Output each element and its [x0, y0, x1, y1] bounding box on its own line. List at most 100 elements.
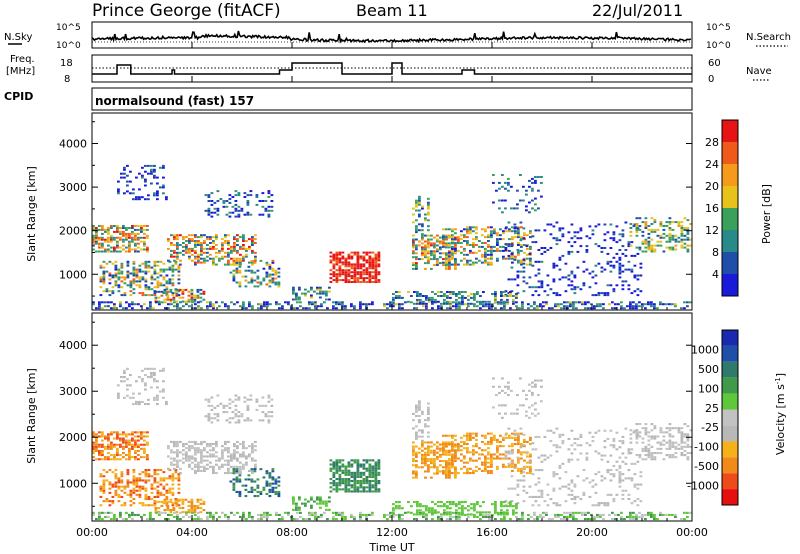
power-cell [418, 223, 421, 226]
power-cell [454, 258, 457, 261]
power-cell [362, 263, 366, 266]
power-cell [445, 236, 448, 239]
power-cell [464, 303, 467, 306]
power-cell [335, 277, 339, 280]
power-cell [98, 238, 101, 241]
power-cell [517, 253, 520, 256]
power-cell [95, 242, 98, 245]
velocity-cell [117, 500, 121, 503]
velocity-cell [157, 507, 161, 510]
power-cell [194, 251, 197, 254]
power-cell [332, 271, 336, 274]
velocity-cell [546, 504, 550, 507]
velocity-cell [449, 518, 452, 521]
power-cell [99, 266, 103, 269]
velocity-cell [194, 449, 197, 452]
velocity-cell [132, 491, 136, 494]
velocity-cell [329, 490, 333, 493]
velocity-cell [368, 469, 372, 472]
velocity-cell [138, 392, 141, 395]
power-cell [632, 301, 635, 304]
velocity-cell [427, 445, 430, 448]
velocity-cell [531, 404, 534, 407]
power-cell [520, 238, 523, 241]
power-cell [105, 270, 109, 273]
power-cell [170, 242, 173, 244]
velocity-cell [487, 461, 490, 464]
velocity-cell [274, 490, 278, 493]
velocity-cell [174, 500, 178, 503]
velocity-cell [92, 513, 95, 516]
velocity-cell [522, 389, 525, 392]
velocity-cell [527, 518, 530, 521]
power-cell [344, 279, 348, 282]
power-cell [570, 250, 574, 253]
velocity-cell [476, 515, 479, 518]
velocity-cell [436, 470, 439, 473]
velocity-cell [503, 515, 506, 518]
power-cell [199, 288, 203, 291]
power-cell [262, 277, 266, 280]
velocity-cell [144, 493, 148, 496]
power-cell [546, 249, 550, 251]
velocity-cell [116, 433, 119, 436]
power-cell [165, 268, 169, 271]
power-cell [266, 301, 269, 304]
velocity-cell [258, 419, 262, 422]
power-cell [506, 301, 509, 304]
velocity-cell [644, 431, 648, 434]
power-cell [197, 236, 200, 239]
power-cell [182, 305, 185, 308]
power-cell [147, 286, 151, 289]
velocity-cell [275, 513, 278, 516]
power-cell [521, 307, 524, 310]
power-cell [170, 253, 173, 256]
power-cell [308, 307, 311, 310]
power-cell [686, 244, 690, 247]
power-cell [144, 270, 148, 273]
velocity-cell [117, 487, 121, 490]
power-cell [537, 176, 540, 178]
velocity-cell [137, 513, 140, 516]
power-cell [552, 225, 556, 228]
velocity-cell [638, 454, 642, 457]
velocity-cell [445, 441, 448, 444]
power-cell [537, 249, 541, 251]
power-cell [138, 268, 142, 271]
power-cell [138, 172, 141, 175]
power-cell [332, 259, 336, 262]
velocity-cell [120, 376, 123, 379]
velocity-cell [92, 435, 95, 438]
y-tick-label: 4000 [59, 138, 87, 151]
velocity-cell [418, 408, 421, 411]
velocity-cell [244, 495, 248, 498]
power-colorbar-swatch [722, 252, 738, 274]
power-cell [534, 260, 538, 263]
velocity-cell [519, 427, 523, 430]
velocity-cell [424, 458, 427, 461]
velocity-cell [250, 490, 254, 493]
velocity-cell [98, 454, 101, 457]
velocity-cell [377, 488, 381, 491]
power-cell [147, 198, 150, 201]
velocity-cell [517, 451, 520, 454]
power-cell [635, 228, 639, 231]
power-cell [527, 303, 530, 306]
power-cell [92, 236, 95, 239]
velocity-cell [469, 467, 472, 470]
power-cell [650, 305, 653, 308]
power-cell [129, 282, 133, 285]
power-cell [496, 257, 499, 260]
power-cell [668, 221, 672, 224]
velocity-cell [457, 449, 460, 452]
power-cell [487, 236, 490, 239]
velocity-cell [131, 447, 134, 450]
power-cell [517, 234, 520, 237]
power-cell [150, 164, 153, 167]
velocity-cell [442, 451, 445, 454]
power-cell [298, 288, 301, 291]
power-cell [430, 258, 433, 261]
power-cell [194, 240, 197, 242]
velocity-cell [209, 461, 212, 464]
